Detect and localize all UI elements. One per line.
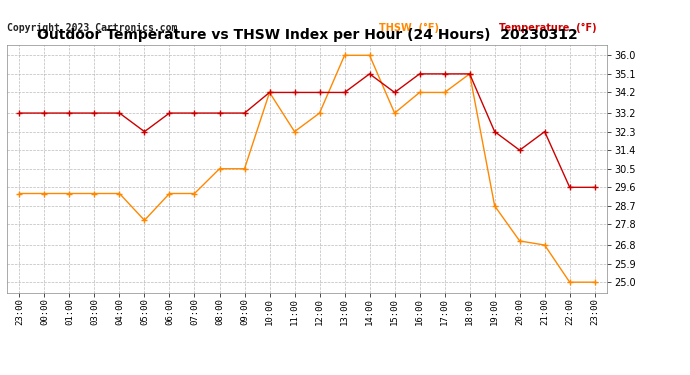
THSW  (°F) bbox=[466, 72, 474, 76]
THSW  (°F) bbox=[90, 191, 99, 196]
THSW  (°F) bbox=[290, 129, 299, 134]
THSW  (°F) bbox=[591, 280, 599, 284]
THSW  (°F) bbox=[366, 53, 374, 57]
Temperature  (°F) bbox=[190, 111, 199, 115]
THSW  (°F) bbox=[340, 53, 348, 57]
Temperature  (°F) bbox=[140, 129, 148, 134]
Temperature  (°F) bbox=[266, 90, 274, 94]
THSW  (°F) bbox=[491, 204, 499, 208]
THSW  (°F) bbox=[140, 218, 148, 222]
Temperature  (°F) bbox=[591, 185, 599, 189]
THSW  (°F) bbox=[115, 191, 124, 196]
THSW  (°F) bbox=[415, 90, 424, 94]
Temperature  (°F) bbox=[15, 111, 23, 115]
THSW  (°F) bbox=[540, 243, 549, 247]
Temperature  (°F) bbox=[66, 111, 74, 115]
Temperature  (°F) bbox=[290, 90, 299, 94]
Temperature  (°F) bbox=[40, 111, 48, 115]
Temperature  (°F) bbox=[491, 129, 499, 134]
THSW  (°F) bbox=[240, 166, 248, 171]
THSW  (°F) bbox=[166, 191, 174, 196]
THSW  (°F) bbox=[40, 191, 48, 196]
Temperature  (°F) bbox=[340, 90, 348, 94]
THSW  (°F) bbox=[190, 191, 199, 196]
THSW  (°F) bbox=[566, 280, 574, 284]
Temperature  (°F) bbox=[515, 148, 524, 152]
Temperature  (°F) bbox=[391, 90, 399, 94]
Temperature  (°F) bbox=[115, 111, 124, 115]
Title: Outdoor Temperature vs THSW Index per Hour (24 Hours)  20230312: Outdoor Temperature vs THSW Index per Ho… bbox=[37, 28, 578, 42]
Temperature  (°F) bbox=[440, 72, 449, 76]
Text: Temperature  (°F): Temperature (°F) bbox=[499, 22, 597, 33]
Text: THSW  (°F): THSW (°F) bbox=[379, 22, 439, 33]
Temperature  (°F) bbox=[540, 129, 549, 134]
Temperature  (°F) bbox=[315, 90, 324, 94]
Temperature  (°F) bbox=[466, 72, 474, 76]
THSW  (°F) bbox=[515, 238, 524, 243]
Temperature  (°F) bbox=[415, 72, 424, 76]
Temperature  (°F) bbox=[90, 111, 99, 115]
Text: Copyright 2023 Cartronics.com: Copyright 2023 Cartronics.com bbox=[7, 22, 177, 33]
Temperature  (°F) bbox=[215, 111, 224, 115]
THSW  (°F) bbox=[391, 111, 399, 115]
Temperature  (°F) bbox=[240, 111, 248, 115]
Temperature  (°F) bbox=[566, 185, 574, 189]
THSW  (°F) bbox=[15, 191, 23, 196]
Line: THSW  (°F): THSW (°F) bbox=[16, 52, 598, 286]
THSW  (°F) bbox=[66, 191, 74, 196]
THSW  (°F) bbox=[315, 111, 324, 115]
Temperature  (°F) bbox=[366, 72, 374, 76]
THSW  (°F) bbox=[440, 90, 449, 94]
Line: Temperature  (°F): Temperature (°F) bbox=[16, 70, 598, 191]
THSW  (°F) bbox=[266, 90, 274, 94]
THSW  (°F) bbox=[215, 166, 224, 171]
Temperature  (°F) bbox=[166, 111, 174, 115]
